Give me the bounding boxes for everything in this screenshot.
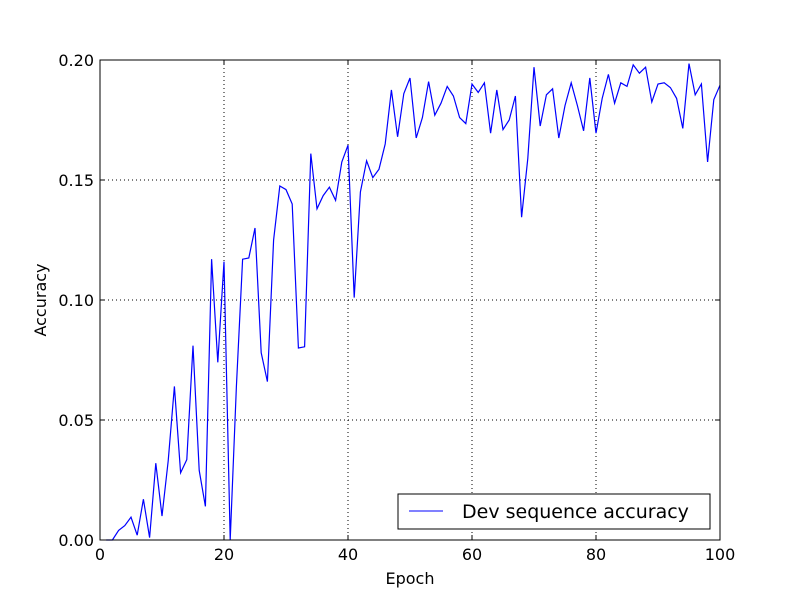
y-tick-label: 0.00 (58, 531, 94, 550)
legend-label: Dev sequence accuracy (462, 501, 689, 523)
y-tick-label: 0.10 (58, 291, 94, 310)
x-tick-label: 40 (338, 545, 358, 564)
x-tick-label: 80 (586, 545, 606, 564)
x-axis-label: Epoch (386, 569, 435, 588)
y-tick-label: 0.20 (58, 51, 94, 70)
grid-lines (100, 60, 720, 540)
x-tick-label: 0 (95, 545, 105, 564)
data-series (106, 63, 721, 541)
series-line (106, 63, 721, 541)
y-tick-label: 0.05 (58, 411, 94, 430)
legend: Dev sequence accuracy (397, 493, 711, 530)
x-tick-label: 20 (214, 545, 234, 564)
plot-frame (99, 59, 721, 541)
tick-labels: 0 20 40 60 80 100 0.00 0.05 0.10 0.15 0.20 (58, 51, 735, 564)
y-axis-label: Accuracy (31, 263, 50, 336)
y-tick-label: 0.15 (58, 171, 94, 190)
x-tick-label: 100 (705, 545, 736, 564)
x-tick-label: 60 (462, 545, 482, 564)
legend-box (397, 493, 711, 530)
